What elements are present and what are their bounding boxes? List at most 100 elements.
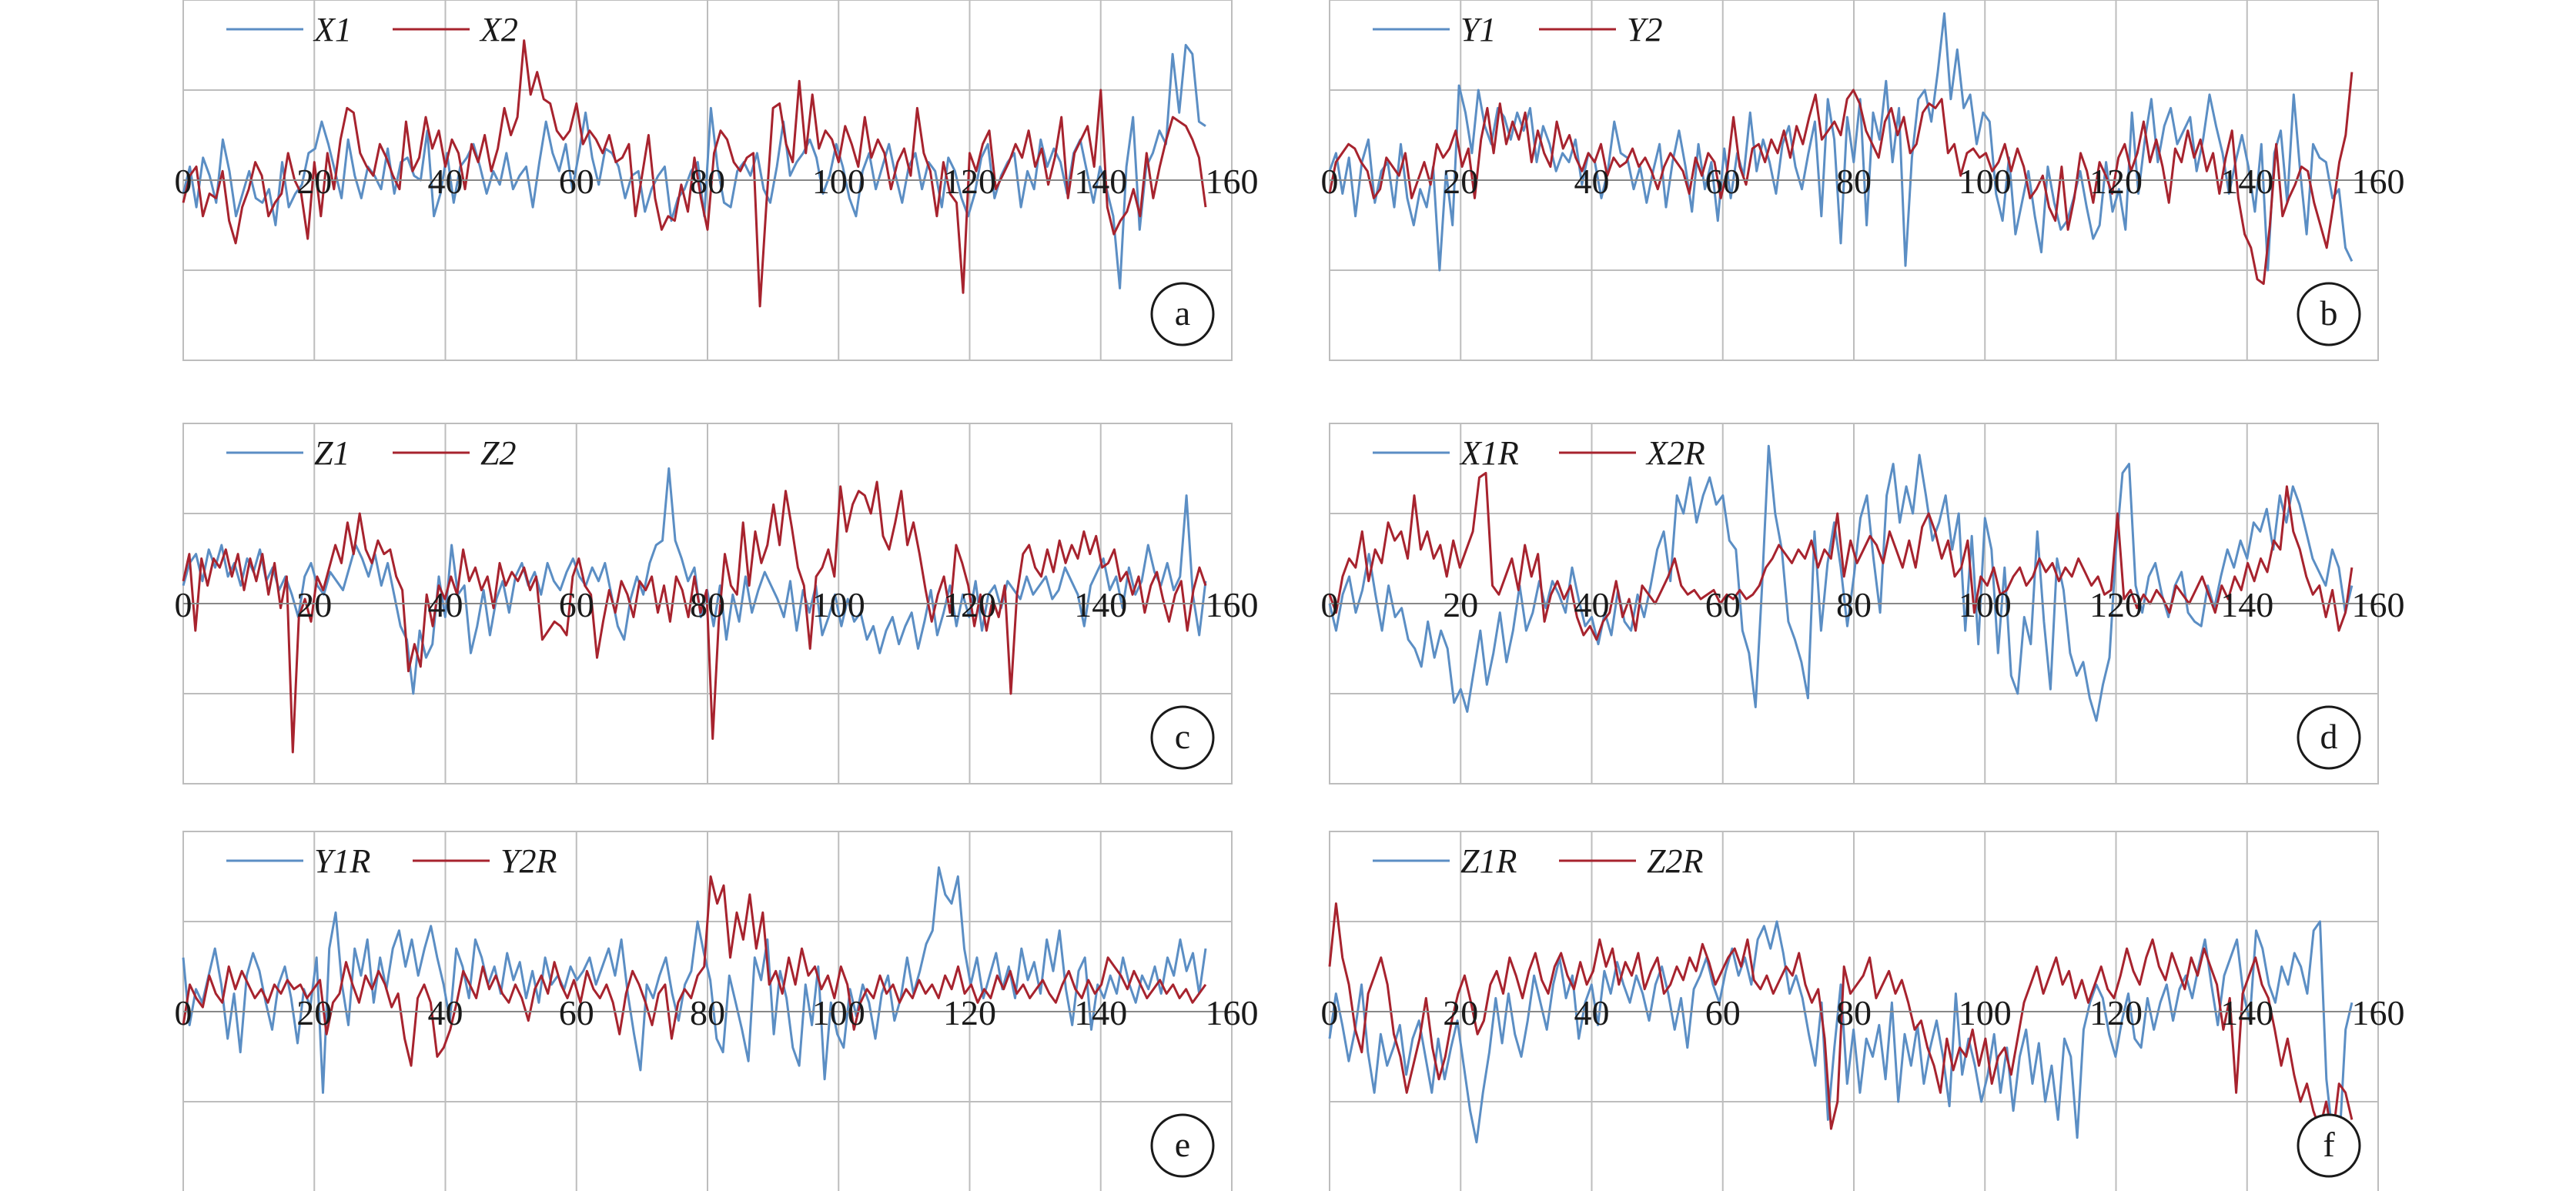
x-tick-label: 100 (1959, 162, 2012, 201)
x-tick-label: 60 (1705, 585, 1741, 624)
x-tick-label: 160 (1206, 162, 1259, 201)
x-tick-label: 20 (1443, 993, 1478, 1032)
x-tick-label: 120 (943, 993, 996, 1032)
x-tick-label: 100 (812, 585, 865, 624)
x-tick-label: 40 (428, 585, 463, 624)
legend: X1 X2 (226, 11, 518, 49)
panel-label-circle (2297, 1113, 2361, 1178)
panel-label-circle (1150, 282, 1215, 346)
x-tick-label: 160 (2352, 993, 2405, 1032)
x-tick-label: 40 (428, 993, 463, 1032)
panel-label: c (1175, 717, 1190, 756)
x-tick-label: 140 (2220, 162, 2273, 201)
x-tick-label: 140 (1074, 585, 1127, 624)
series-line-z1r (1328, 920, 2354, 1148)
x-tick-label: 100 (1959, 993, 2012, 1032)
x-tick-label: 40 (428, 162, 463, 201)
panel-label: d (2320, 717, 2338, 756)
x-tick-label: 80 (1836, 585, 1872, 624)
x-tick-label: 60 (559, 585, 594, 624)
x-tick-label: 120 (2089, 162, 2143, 201)
chart-panel-f: 0 20 40 60 80 100 120 140 160 Z1R Z2R f (1321, 831, 2405, 1191)
x-tick-label: 120 (2089, 993, 2143, 1032)
x-tick-label: 160 (1206, 993, 1259, 1032)
legend: Y1 Y2 (1373, 11, 1662, 49)
x-tick-label: 80 (1836, 162, 1872, 201)
x-tick-label: 60 (559, 993, 594, 1032)
x-tick-label: 0 (175, 993, 192, 1032)
x-tick-label: 140 (2220, 993, 2273, 1032)
x-tick-label: 0 (1321, 585, 1339, 624)
x-tick-label: 120 (943, 585, 996, 624)
panel-label: b (2320, 293, 2338, 333)
legend-label: X2R (1645, 434, 1705, 472)
x-tick-label: 20 (296, 585, 332, 624)
chart-panel-c: 0 20 40 60 80 100 120 140 160 Z1 Z2 c (175, 423, 1259, 785)
chart-panel-a: 0 20 40 60 80 100 120 140 160 X1 X2 a (175, 0, 1259, 361)
panel-label: f (2323, 1125, 2335, 1164)
legend-label: Z2 (480, 434, 516, 472)
series-line-x2r (1328, 471, 2354, 641)
x-tick-label: 40 (1574, 993, 1610, 1032)
x-tick-label: 80 (690, 162, 725, 201)
chart-panel-e: 0 20 40 60 80 100 120 140 160 Y1R Y2R e (175, 831, 1259, 1191)
series-line-y1r (182, 866, 1207, 1094)
legend-label: Z2R (1647, 842, 1703, 880)
series-line-z2r (1328, 902, 2354, 1139)
legend: Z1R Z2R (1373, 842, 1703, 880)
x-tick-label: 40 (1574, 585, 1610, 624)
x-tick-label: 140 (1074, 993, 1127, 1032)
legend: Z1 Z2 (226, 434, 516, 472)
x-tick-label: 100 (1959, 585, 2012, 624)
panel-label-circle (2297, 282, 2361, 346)
legend: Y1R Y2R (226, 842, 557, 880)
x-tick-label: 20 (296, 162, 332, 201)
legend-label: Y2R (500, 842, 557, 880)
x-tick-label: 60 (1705, 993, 1741, 1032)
x-tick-label: 140 (1074, 162, 1127, 201)
legend-label: X1 (313, 11, 352, 49)
legend-label: X2 (479, 11, 518, 49)
series-line-z2 (182, 480, 1207, 754)
panel-label: a (1175, 293, 1190, 333)
x-tick-label: 20 (296, 993, 332, 1032)
x-tick-label: 100 (812, 162, 865, 201)
legend-label: Y1R (314, 842, 370, 880)
legend-label: Y1 (1460, 11, 1496, 49)
x-tick-label: 120 (2089, 585, 2143, 624)
x-tick-label: 0 (1321, 993, 1339, 1032)
x-tick-label: 80 (690, 585, 725, 624)
legend-label: X1R (1459, 434, 1519, 472)
panel-label-circle (1150, 1113, 1215, 1178)
x-tick-label: 0 (175, 585, 192, 624)
legend-label: Y2 (1627, 11, 1662, 49)
panel-label-circle (1150, 705, 1215, 770)
panel-label: e (1175, 1125, 1190, 1164)
chart-panel-b: 0 20 40 60 80 100 120 140 160 Y1 Y2 b (1321, 0, 2405, 361)
legend: X1R X2R (1373, 434, 1705, 472)
series-line-y2 (1328, 72, 2354, 286)
series-line-x2 (182, 39, 1207, 308)
x-tick-label: 40 (1574, 162, 1610, 201)
x-tick-label: 140 (2220, 585, 2273, 624)
x-tick-label: 20 (1443, 162, 1478, 201)
x-tick-label: 160 (2352, 585, 2405, 624)
series-line-y2r (182, 875, 1207, 1067)
x-tick-label: 60 (559, 162, 594, 201)
x-tick-label: 60 (1705, 162, 1741, 201)
x-tick-label: 160 (2352, 162, 2405, 201)
x-tick-label: 0 (1321, 162, 1339, 201)
x-tick-label: 0 (175, 162, 192, 201)
x-tick-label: 100 (812, 993, 865, 1032)
chart-panel-d: 0 20 40 60 80 100 120 140 160 X1R X2R d (1321, 423, 2405, 785)
legend-label: Z1R (1460, 842, 1517, 880)
x-tick-label: 160 (1206, 585, 1259, 624)
legend-label: Z1 (314, 434, 350, 472)
x-tick-label: 80 (1836, 993, 1872, 1032)
x-tick-label: 20 (1443, 585, 1478, 624)
series-line-x1r (1328, 444, 2354, 722)
x-tick-label: 80 (690, 993, 725, 1032)
panel-label-circle (2297, 705, 2361, 770)
x-tick-label: 120 (943, 162, 996, 201)
